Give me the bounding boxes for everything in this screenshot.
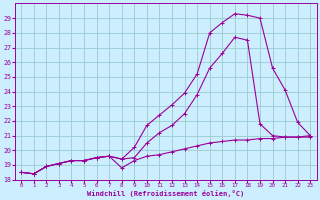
X-axis label: Windchill (Refroidissement éolien,°C): Windchill (Refroidissement éolien,°C) — [87, 190, 244, 197]
